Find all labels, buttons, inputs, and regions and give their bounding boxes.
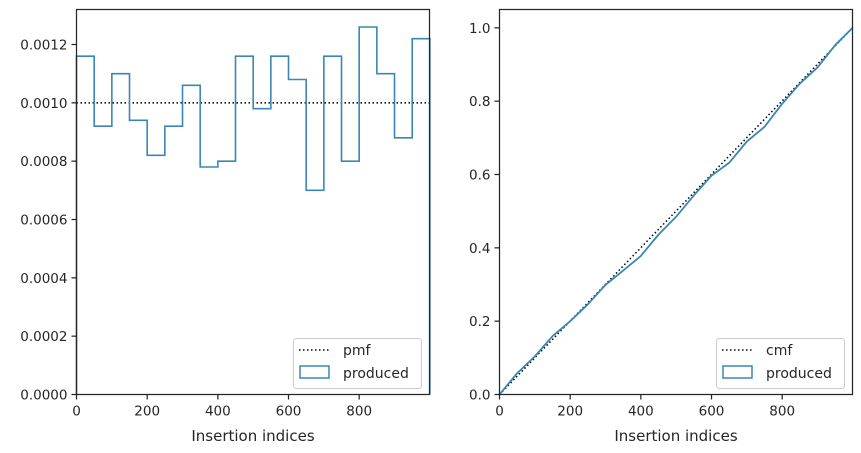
- x-tick-label: 600: [276, 404, 302, 420]
- y-tick-label: 0.8: [469, 94, 490, 110]
- legend-label-produced: produced: [766, 366, 832, 382]
- legend-frame: [716, 338, 845, 389]
- legend-label-cmf: cmf: [766, 343, 793, 359]
- y-tick-label: 0.0010: [20, 96, 67, 112]
- pmf-chart: 0 200 400 600 800 0.00000.00020.00040.00060.…: [20, 8, 431, 445]
- cmf-reference-line: [498, 27, 854, 396]
- y-tick-label: 0.0004: [20, 271, 67, 287]
- x-tick-label: 400: [628, 404, 654, 420]
- y-ticks: 0.0000 0.0002 0.0004 0.0006 0.0008 0.0010 0.00…: [20, 38, 77, 404]
- y-tick-label: 0.4: [469, 241, 490, 257]
- x-tick-label: 0: [72, 404, 81, 420]
- x-tick-label: 200: [557, 404, 583, 420]
- x-tick-label: 800: [769, 404, 795, 420]
- axes-frame: [75, 8, 431, 396]
- produced-step-histogram: [75, 26, 431, 395]
- legend: cmf produced: [716, 338, 845, 389]
- x-tick-label: 600: [699, 404, 725, 420]
- axes-frame: [498, 8, 854, 396]
- produced-series-layer: [498, 27, 854, 396]
- legend: pmf produced: [293, 338, 422, 389]
- legend-frame: [293, 338, 422, 389]
- produced-series-layer: [75, 26, 431, 395]
- produced-cumulative-line: [498, 27, 854, 396]
- x-axis-label: Insertion indices: [191, 427, 314, 445]
- x-tick-label: 800: [346, 404, 372, 420]
- x-tick-label: 200: [134, 404, 160, 420]
- legend-label-pmf: pmf: [343, 343, 372, 359]
- y-tick-label: 0.0008: [20, 154, 67, 170]
- x-tick-label: 400: [205, 404, 231, 420]
- y-tick-label: 0.0012: [20, 38, 67, 54]
- x-ticks: 0 200 400 600 800: [72, 394, 372, 420]
- cmf-reference-layer: [498, 27, 854, 396]
- legend-swatch-produced: [722, 365, 753, 379]
- x-ticks: 0 200 400 600 800: [495, 394, 795, 420]
- y-ticks: 0.0 0.2 0.4 0.6 0.8 1.0: [469, 21, 500, 404]
- legend-swatch-produced: [299, 365, 330, 379]
- legend-label-produced: produced: [343, 366, 409, 382]
- y-tick-label: 0.0002: [20, 329, 67, 345]
- x-tick-label: 0: [495, 404, 504, 420]
- y-tick-label: 0.6: [469, 168, 490, 184]
- y-tick-label: 1.0: [469, 21, 490, 37]
- y-tick-label: 0.0: [469, 388, 490, 404]
- y-tick-label: 0.0000: [20, 388, 67, 404]
- y-tick-label: 0.2: [469, 314, 490, 330]
- cmf-chart: 0 200 400 600 800 0.0 0.2 0.4 0.6 0.8 1.0 Inserti…: [469, 8, 854, 445]
- y-tick-label: 0.0006: [20, 213, 67, 229]
- x-axis-label: Insertion indices: [614, 427, 737, 445]
